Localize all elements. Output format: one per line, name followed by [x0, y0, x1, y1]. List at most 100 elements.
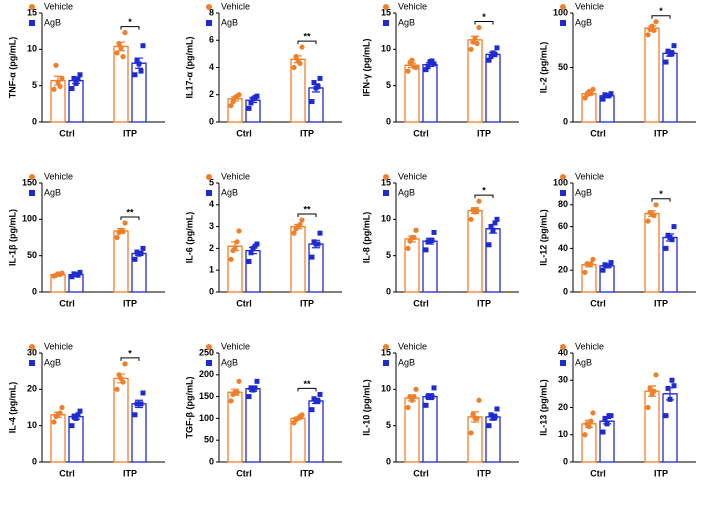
y-tick-label: 100	[22, 214, 37, 224]
y-tick-label: 0	[386, 286, 391, 296]
legend-marker	[383, 174, 389, 180]
data-point	[236, 378, 242, 384]
data-point	[53, 272, 59, 278]
y-tick-label: 250	[199, 347, 214, 357]
legend-marker	[29, 360, 35, 366]
x-tick-label: Ctrl	[413, 468, 429, 478]
y-axis-label: IL-6 (pg/mL)	[184, 212, 194, 264]
data-point	[588, 418, 594, 424]
data-point	[116, 229, 122, 236]
legend-label: AgB	[575, 187, 592, 197]
y-tick-label: 0	[209, 456, 214, 466]
data-point	[293, 54, 299, 60]
data-point	[246, 394, 252, 400]
data-point	[584, 421, 590, 427]
data-point	[59, 75, 65, 81]
data-point	[234, 389, 240, 395]
significance-bracket	[474, 21, 494, 25]
x-tick-label: ITP	[123, 468, 137, 478]
y-tick-label: 0	[209, 286, 214, 296]
data-point	[248, 385, 254, 391]
data-point	[423, 402, 429, 408]
data-point	[490, 227, 496, 233]
legend-marker	[206, 174, 212, 180]
data-point	[492, 51, 498, 57]
x-tick-label: ITP	[300, 128, 314, 138]
legend-label: AgB	[575, 357, 592, 367]
data-point	[470, 412, 476, 418]
panel: 0 50 100 150 200 250 TGF-β (pg/mL) Ctrl ITP Vehic…	[184, 341, 342, 478]
legend-label: Vehicle	[575, 171, 604, 181]
data-point	[590, 86, 596, 92]
data-point	[132, 412, 138, 418]
data-point	[309, 99, 315, 105]
y-tick-label: 5	[386, 420, 391, 430]
y-tick-label: 150	[199, 391, 214, 401]
data-point	[606, 93, 612, 99]
legend-label: Vehicle	[398, 341, 427, 351]
data-point	[411, 234, 417, 241]
data-point	[134, 249, 140, 255]
x-tick-label: ITP	[477, 298, 491, 308]
legend-label: AgB	[398, 17, 415, 27]
y-tick-label: 100	[553, 7, 568, 17]
data-point	[494, 406, 500, 412]
data-point	[425, 394, 431, 400]
data-point	[230, 247, 236, 254]
data-point	[590, 256, 596, 262]
data-point	[57, 83, 63, 89]
y-tick-label: 0	[563, 116, 568, 126]
y-axis-label: IFN-γ (pg/mL)	[361, 39, 371, 97]
data-point	[122, 30, 128, 36]
data-point	[69, 423, 75, 429]
y-tick-label: 0	[32, 286, 37, 296]
data-point	[311, 79, 317, 85]
legend-marker	[560, 174, 566, 180]
legend-label: AgB	[44, 357, 61, 367]
legend-marker	[383, 20, 389, 26]
significance-label: *	[128, 348, 132, 358]
y-axis-label: TGF-β (pg/mL)	[184, 377, 194, 439]
data-point	[411, 394, 417, 400]
data-point	[429, 58, 435, 64]
data-point	[584, 261, 590, 267]
data-point	[413, 386, 419, 392]
data-point	[407, 394, 413, 400]
data-point	[608, 260, 614, 266]
legend-marker	[206, 344, 212, 350]
data-point	[476, 24, 482, 31]
data-point	[254, 378, 260, 384]
data-point	[75, 412, 81, 418]
panel: 0 20 40 60 80 100 IL-12 (pg/mL) Ctrl ITP Vehicle A…	[538, 171, 696, 308]
data-point	[57, 271, 63, 278]
legend-label: AgB	[398, 357, 415, 367]
x-tick-label: Ctrl	[590, 468, 606, 478]
bar	[581, 423, 597, 463]
data-point	[122, 220, 128, 226]
data-point	[140, 390, 146, 396]
data-point	[600, 267, 606, 273]
data-point	[252, 94, 258, 100]
data-point	[671, 43, 677, 49]
x-tick-label: ITP	[654, 468, 668, 478]
y-tick-label: 0	[32, 116, 37, 126]
significance-bracket	[120, 216, 140, 220]
data-point	[488, 412, 494, 418]
data-point	[53, 62, 59, 68]
data-point	[474, 415, 480, 421]
data-point	[71, 75, 77, 81]
y-tick-label: 2	[209, 89, 214, 99]
bar	[467, 209, 483, 293]
y-tick-label: 0	[386, 116, 391, 126]
data-point	[315, 84, 321, 90]
x-tick-label: ITP	[300, 468, 314, 478]
y-axis-label: IL17-α (pg/mL)	[184, 36, 194, 98]
x-tick-label: Ctrl	[59, 468, 75, 478]
significance-bracket	[651, 198, 671, 202]
legend-marker	[206, 360, 212, 366]
data-point	[138, 68, 144, 74]
legend-label: Vehicle	[44, 1, 73, 11]
y-tick-label: 20	[558, 402, 568, 412]
y-axis-label: IL-1β (pg/mL)	[7, 209, 17, 266]
